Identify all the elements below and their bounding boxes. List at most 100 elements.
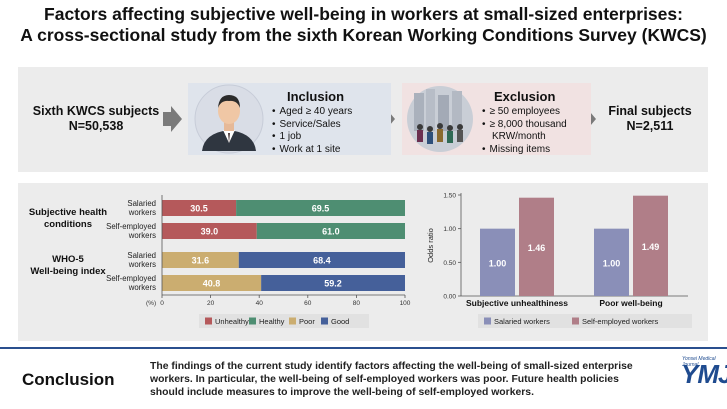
- legend-label: Salaried workers: [494, 317, 550, 326]
- legend-label: Poor: [299, 317, 315, 326]
- page-title: Factors affecting subjective well-being …: [0, 4, 727, 46]
- x-tick-label: 60: [304, 300, 312, 307]
- exclusion-list: ≥ 50 employees ≥ 8,000 thousand KRW/mont…: [482, 106, 567, 156]
- exclusion-item: Missing items: [482, 144, 567, 157]
- journal-name: Yonsei Medical Journal: [682, 356, 716, 368]
- y-axis-label: Odds ratio: [426, 228, 435, 263]
- category-label: Poor well-being: [599, 298, 662, 308]
- final-subjects: Final subjects N=2,511: [598, 104, 702, 134]
- y-tick-label: 0.50: [443, 260, 456, 267]
- odds-ratio-bar: [594, 228, 629, 296]
- group-label: conditions: [44, 219, 92, 230]
- charts-panel: Subjective health conditions Salaried worke…: [18, 183, 708, 341]
- legend-swatch: [484, 317, 491, 325]
- stacked-bar-segment: [238, 252, 405, 268]
- start-subjects: Sixth KWCS subjects N=50,538: [24, 104, 168, 134]
- group-label: Subjective health: [29, 207, 107, 218]
- exclusion-item: ≥ 50 employees: [482, 106, 567, 119]
- legend-label: Healthy: [259, 317, 285, 326]
- row-label: workers: [128, 260, 156, 269]
- y-tick-label: 1.50: [443, 193, 456, 200]
- conclusion-label: Conclusion: [22, 370, 115, 389]
- group-label: Well-being index: [30, 266, 106, 277]
- inclusion-list: Aged ≥ 40 years Service/Sales 1 job Work…: [272, 106, 353, 157]
- stacked-bar-segment: [256, 223, 405, 239]
- inclusion-item: Service/Sales: [272, 119, 352, 132]
- segment-value-label: 30.5: [190, 204, 208, 214]
- x-tick-label: 100: [400, 300, 411, 307]
- legend-label: Self-employed workers: [582, 317, 659, 326]
- inclusion-item: Work at 1 site: [272, 144, 352, 157]
- journal-logo: YMJ: [681, 359, 727, 389]
- x-tick-label: 20: [207, 300, 215, 307]
- legend-swatch: [321, 317, 328, 325]
- group-label: WHO-5: [52, 254, 84, 265]
- segment-value-label: 59.2: [324, 279, 342, 289]
- segment-value-label: 40.8: [203, 279, 221, 289]
- legend-box: [478, 314, 692, 328]
- conclusion-text: The findings of the current study identi…: [150, 360, 670, 399]
- exclusion-title: Exclusion: [494, 89, 556, 104]
- bar-value-label: 1.00: [603, 258, 621, 268]
- arrow-right-icon: [163, 106, 182, 132]
- x-tick-label: 0: [160, 300, 164, 307]
- final-subjects-count: N=2,511: [626, 119, 674, 133]
- segment-value-label: 69.5: [312, 204, 330, 214]
- odds-ratio-bar: [480, 228, 515, 296]
- inclusion-title: Inclusion: [287, 89, 345, 104]
- x-tick-label: 40: [256, 300, 264, 307]
- bar-value-label: 1.46: [528, 243, 546, 253]
- study-flow-panel: Sixth KWCS subjects N=50,538 Inclusion A…: [18, 67, 708, 172]
- legend-swatch: [572, 317, 579, 325]
- stacked-bar-segment: [162, 275, 262, 291]
- row-label: Self-employed: [106, 222, 156, 231]
- row-label: workers: [128, 208, 156, 217]
- stacked-bar-segment: [162, 252, 239, 268]
- category-label: Subjective unhealthiness: [466, 298, 568, 308]
- stacked-bar-chart: Subjective healthconditionsSalariedworke…: [29, 195, 411, 328]
- bar-value-label: 1.49: [642, 242, 660, 252]
- start-subjects-count: N=50,538: [68, 119, 124, 133]
- stacked-bar-segment: [261, 275, 405, 291]
- row-label: Self-employed: [106, 274, 156, 283]
- divider: [0, 347, 727, 349]
- row-label: workers: [128, 231, 156, 240]
- odds-ratio-bar: [633, 195, 668, 296]
- businessman-icon: [194, 84, 264, 154]
- stacked-bar-segment: [162, 223, 257, 239]
- title-line-1: Factors affecting subjective well-being …: [44, 4, 683, 24]
- start-subjects-label: Sixth KWCS subjects: [32, 104, 160, 118]
- segment-value-label: 61.0: [322, 227, 340, 237]
- legend-swatch: [205, 317, 212, 325]
- stacked-bar-segment: [236, 200, 405, 216]
- row-label: workers: [128, 283, 156, 292]
- exclusion-item: ≥ 8,000 thousand: [482, 119, 567, 132]
- row-label: Salaried: [127, 199, 156, 208]
- conclusion-line: should include measures to improve the w…: [150, 387, 534, 398]
- exclusion-item: KRW/month: [492, 131, 546, 142]
- x-axis-label: (%): [146, 300, 156, 307]
- conclusion-line: workers. In particular, the well-being o…: [150, 374, 619, 385]
- inclusion-box: Inclusion Aged ≥ 40 years Service/Sales …: [188, 83, 391, 155]
- title-line-2: A cross-sectional study from the sixth K…: [20, 25, 707, 45]
- y-tick-label: 0.00: [443, 294, 456, 301]
- legend-label: Unhealthy: [215, 317, 249, 326]
- inclusion-item: 1 job: [272, 131, 352, 144]
- exclusion-box: Exclusion ≥ 50 employees ≥ 8,000 thousan…: [402, 83, 591, 155]
- charts-svg: Subjective healthconditionsSalariedworke…: [29, 193, 692, 328]
- legend-label: Good: [331, 317, 349, 326]
- segment-value-label: 31.6: [192, 256, 210, 266]
- segment-value-label: 39.0: [201, 227, 219, 237]
- crowd-icon: [407, 86, 473, 152]
- bar-value-label: 1.00: [489, 258, 507, 268]
- conclusion-line: The findings of the current study identi…: [150, 361, 633, 372]
- legend-swatch: [289, 317, 296, 325]
- x-tick-label: 80: [353, 300, 361, 307]
- row-label: Salaried: [127, 251, 156, 260]
- stacked-bar-segment: [162, 200, 237, 216]
- y-tick-label: 1.00: [443, 226, 456, 233]
- segment-value-label: 68.4: [313, 256, 331, 266]
- odds-ratio-chart: 0.00 0.50 1.00 1.50 Odds ratio 1.00 1.46 Subjec…: [426, 193, 692, 328]
- final-subjects-label: Final subjects: [608, 104, 692, 118]
- legend-swatch: [249, 317, 256, 325]
